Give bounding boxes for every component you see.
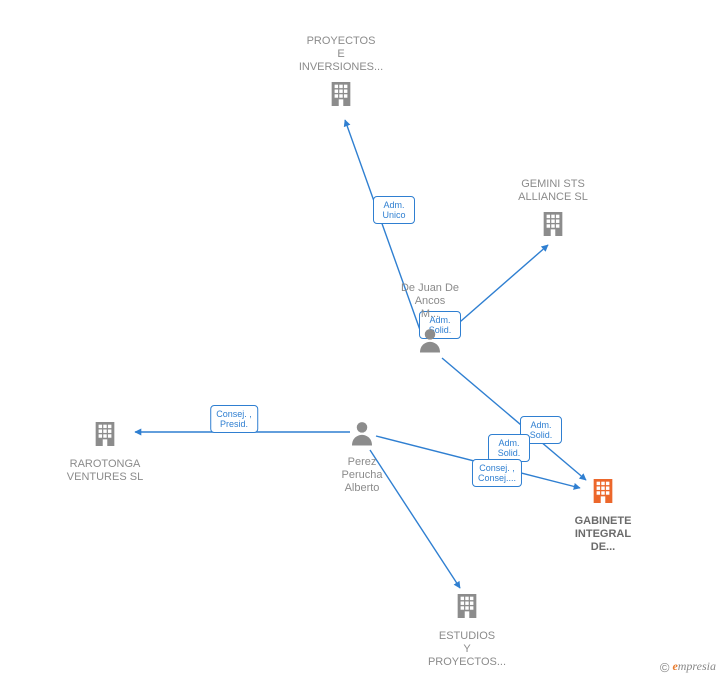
edge-line	[370, 450, 460, 588]
edge-label: Adm.Unico	[373, 196, 415, 224]
edge-label: Adm.Solid.	[419, 311, 461, 339]
edge-label: Adm.Solid.	[488, 434, 530, 462]
edge-label: Consej. ,Presid.	[210, 405, 258, 433]
brand-rest: mpresia	[678, 659, 716, 673]
copyright-symbol: ©	[660, 660, 670, 675]
edge-label: Consej. ,Consej....	[472, 459, 522, 487]
edges-layer	[0, 0, 728, 685]
watermark: © empresia	[660, 659, 716, 675]
edge-line	[345, 120, 420, 330]
